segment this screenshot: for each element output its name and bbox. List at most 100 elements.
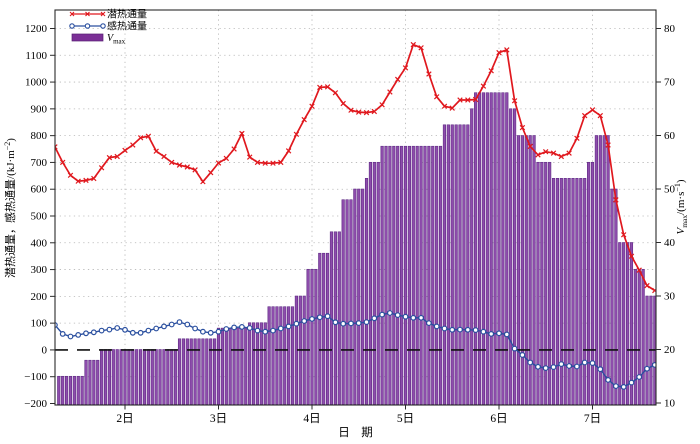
vmax-bar xyxy=(551,178,556,405)
circle-marker xyxy=(566,363,572,369)
x-marker-icon xyxy=(85,11,90,17)
vmax-bar xyxy=(357,188,361,405)
vmax-bar xyxy=(131,349,135,405)
left-axis-tick-label: 700 xyxy=(31,157,48,169)
vmax-bar xyxy=(333,231,337,405)
vmax-bar xyxy=(341,199,345,405)
circle-marker-icon xyxy=(84,23,91,29)
right-axis-tick-label: 50 xyxy=(664,184,676,196)
vmax-bar xyxy=(618,242,622,405)
x-axis-tick-label: 3日 xyxy=(210,413,227,425)
vmax-bar xyxy=(446,124,450,405)
vmax-bar xyxy=(400,145,404,405)
left-axis-title: 潜热通量，感热通量/(kJ·m−2) xyxy=(3,138,17,278)
circle-marker xyxy=(355,320,362,327)
circle-marker xyxy=(433,323,440,330)
vmax-bar xyxy=(166,349,170,405)
vmax-bar xyxy=(579,178,583,405)
circle-marker xyxy=(114,325,121,331)
circle-marker xyxy=(270,327,276,334)
left-axis: −200 −100 0 100 200 300 400 500 600 700 800 900 1000… xyxy=(24,23,55,410)
vmax-bar xyxy=(361,188,365,405)
vmax-bar xyxy=(606,135,610,405)
vmax-bar xyxy=(474,92,478,405)
right-axis-tick-label: 80 xyxy=(664,23,676,35)
vmax-bar xyxy=(622,242,626,405)
vmax-bar xyxy=(209,338,213,405)
vmax-bar xyxy=(587,161,591,405)
left-axis-tick-label: 500 xyxy=(31,211,48,223)
x-marker-icon xyxy=(69,11,75,17)
vmax-bar xyxy=(76,375,80,405)
vmax-bar xyxy=(127,349,131,405)
vmax-bar xyxy=(384,145,388,405)
circle-marker xyxy=(98,327,105,334)
vmax-bar xyxy=(524,135,528,405)
circle-marker xyxy=(145,327,152,334)
vmax-bar xyxy=(590,161,595,405)
circle-marker xyxy=(168,321,175,328)
vmax-bar xyxy=(633,268,637,405)
circle-marker xyxy=(246,325,253,331)
vmax-bar xyxy=(353,188,357,405)
vmax-bar xyxy=(236,327,240,405)
circle-marker xyxy=(527,359,534,366)
vmax-bar xyxy=(68,375,73,405)
circle-marker xyxy=(129,329,136,336)
vmax-bar xyxy=(123,349,127,405)
left-axis-tick-label: 1200 xyxy=(25,23,48,35)
circle-marker xyxy=(558,361,565,368)
vmax-bar xyxy=(139,349,143,405)
circle-marker xyxy=(316,314,323,321)
vmax-bar xyxy=(193,338,197,405)
vmax-bar xyxy=(625,242,630,405)
left-axis-tick-label: 300 xyxy=(31,264,48,276)
left-axis-tick-label: 200 xyxy=(31,291,48,303)
vmax-bar xyxy=(181,338,186,405)
vmax-bar xyxy=(318,252,322,405)
vmax-bar xyxy=(477,92,482,405)
vmax-bar xyxy=(154,349,158,405)
vmax-bar xyxy=(111,349,115,405)
circle-marker xyxy=(161,323,167,330)
left-axis-tick-label: 800 xyxy=(31,130,48,142)
circle-marker xyxy=(231,324,238,331)
circle-marker xyxy=(535,363,541,370)
circle-marker xyxy=(597,366,604,373)
vmax-bar xyxy=(80,375,84,405)
vmax-bar xyxy=(283,306,287,405)
vmax-bar xyxy=(571,178,575,405)
vmax-bar xyxy=(228,327,232,405)
vmax-bar xyxy=(442,124,447,405)
circle-marker xyxy=(511,345,518,352)
circle-marker-icon xyxy=(69,23,75,29)
vmax-bar xyxy=(275,306,279,405)
vmax-bar xyxy=(431,145,435,405)
x-axis-title: 日 期 xyxy=(338,426,373,439)
vmax-bar xyxy=(259,322,263,405)
vmax-bar xyxy=(423,145,427,405)
vmax-bar xyxy=(220,327,224,405)
x-axis-tick-label: 7日 xyxy=(584,413,601,425)
vmax-bar xyxy=(403,145,408,405)
vmax-bar xyxy=(392,145,396,405)
left-axis-tick-label: 1100 xyxy=(25,50,47,62)
vmax-bar xyxy=(213,338,217,405)
circle-marker xyxy=(192,325,199,332)
vmax-bar xyxy=(115,349,119,405)
vmax-bar xyxy=(146,349,150,405)
x-axis-tick-label: 2日 xyxy=(116,413,133,425)
vmax-bar xyxy=(251,322,256,405)
vmax-bar xyxy=(388,145,392,405)
vmax-bar xyxy=(61,375,65,405)
circle-marker xyxy=(550,364,557,371)
vmax-bar xyxy=(240,327,244,405)
vmax-bar xyxy=(290,306,295,405)
circle-marker xyxy=(519,352,526,358)
vmax-bar xyxy=(516,135,521,405)
vmax-bar xyxy=(103,349,108,405)
vmax-bar xyxy=(450,124,454,405)
circle-marker xyxy=(324,313,331,320)
vmax-bar xyxy=(349,199,353,405)
left-axis-tick-label: 400 xyxy=(31,237,48,249)
